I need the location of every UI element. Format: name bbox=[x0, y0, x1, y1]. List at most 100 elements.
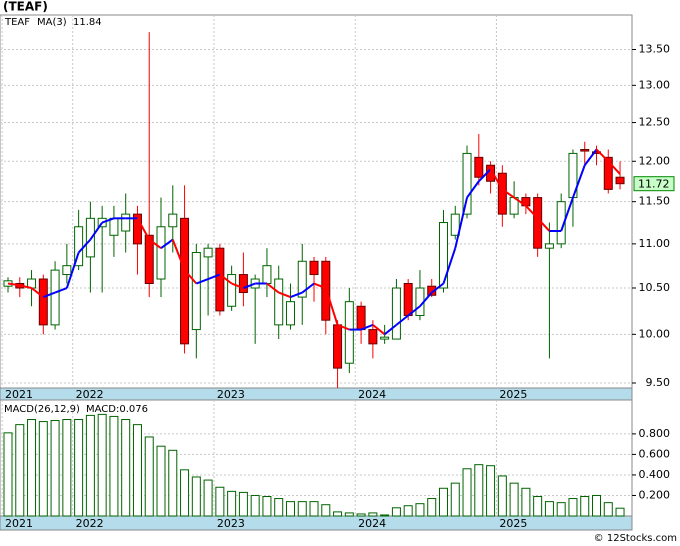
ma-line bbox=[313, 282, 327, 289]
ma-line bbox=[89, 221, 103, 241]
ma-line bbox=[301, 282, 315, 294]
candle-body bbox=[497, 172, 507, 215]
macd-bar bbox=[438, 487, 448, 517]
macd-bar bbox=[391, 507, 401, 517]
candle-body bbox=[168, 213, 178, 228]
y-tick-label: 11.50 bbox=[639, 195, 671, 208]
x-tick-label: 2022 bbox=[76, 517, 104, 530]
ma-line bbox=[442, 247, 457, 284]
candle-body bbox=[356, 305, 366, 331]
macd-bar bbox=[62, 419, 72, 517]
ma-line bbox=[183, 269, 198, 285]
macd-bar bbox=[3, 432, 13, 517]
macd-bar bbox=[250, 494, 260, 517]
y-tick-label: 9.50 bbox=[646, 376, 671, 389]
macd-bar bbox=[191, 476, 201, 517]
ma-line bbox=[148, 238, 162, 249]
candle-body bbox=[144, 234, 154, 285]
ma-line bbox=[42, 291, 56, 299]
candle-body bbox=[333, 324, 343, 369]
macd-bar bbox=[97, 413, 107, 517]
macd-bar bbox=[344, 512, 354, 517]
candle-body bbox=[50, 269, 60, 326]
y-tick-label: 11.00 bbox=[639, 237, 671, 250]
ma-line bbox=[595, 148, 609, 162]
candle-body bbox=[156, 226, 166, 280]
macd-bar bbox=[156, 445, 166, 517]
ma-line bbox=[583, 148, 598, 166]
macd-bar bbox=[568, 498, 578, 517]
macd-legend-value: MACD:0.076 bbox=[86, 404, 148, 415]
candle-body bbox=[380, 336, 390, 340]
candle-body bbox=[62, 265, 72, 276]
macd-bar bbox=[15, 424, 25, 517]
macd-bar bbox=[144, 436, 154, 517]
ma-line bbox=[101, 217, 115, 224]
macd-bar bbox=[544, 501, 554, 517]
candle-body bbox=[85, 217, 95, 258]
x-tick-label: 2025 bbox=[499, 388, 527, 401]
candle-body bbox=[603, 156, 613, 190]
ma-line bbox=[501, 188, 515, 199]
macd-bar bbox=[580, 495, 590, 517]
macd-bar bbox=[474, 464, 484, 517]
last-price-box bbox=[633, 176, 675, 192]
y-tick-label: 10.00 bbox=[639, 327, 671, 340]
macd-bar bbox=[427, 498, 437, 517]
macd-bar bbox=[486, 465, 496, 517]
macd-bar bbox=[85, 414, 95, 517]
candle-body bbox=[580, 149, 590, 152]
ma-line bbox=[489, 168, 504, 190]
ma-line bbox=[407, 305, 421, 317]
macd-bar bbox=[285, 501, 295, 517]
ma-line bbox=[171, 239, 186, 271]
ma-line bbox=[207, 273, 221, 280]
candle-body bbox=[391, 287, 401, 340]
y-tick-label: 0.600 bbox=[639, 447, 671, 460]
y-tick-label: 12.50 bbox=[639, 116, 671, 129]
ma-line bbox=[266, 282, 280, 294]
macd-bar bbox=[415, 503, 425, 517]
macd-bar bbox=[533, 495, 543, 517]
macd-bar bbox=[74, 419, 84, 517]
candle-body bbox=[215, 247, 225, 312]
candle-body bbox=[285, 301, 295, 326]
candle-body bbox=[38, 278, 48, 326]
legend-symbol: TEAF bbox=[4, 17, 30, 28]
macd-bar bbox=[238, 491, 248, 517]
ma-line bbox=[560, 197, 574, 232]
macd-bar bbox=[380, 514, 390, 517]
ma-line bbox=[290, 291, 303, 299]
x-tick-label: 2022 bbox=[76, 388, 104, 401]
macd-bar bbox=[462, 468, 472, 517]
y-tick-label: 10.50 bbox=[639, 281, 671, 294]
x-tick-label: 2025 bbox=[499, 517, 527, 530]
macd-bar bbox=[203, 479, 213, 517]
y-tick-label: 13.00 bbox=[639, 78, 671, 91]
macd-bar bbox=[215, 486, 225, 517]
macd-bar bbox=[509, 482, 519, 517]
macd-bar bbox=[321, 504, 331, 517]
macd-bar bbox=[403, 505, 413, 517]
macd-bar bbox=[450, 482, 460, 517]
macd-bar bbox=[38, 421, 48, 517]
ma-line bbox=[65, 252, 80, 289]
last-price-label: 11.72 bbox=[638, 178, 670, 191]
ma-line bbox=[372, 324, 386, 336]
ma-line bbox=[536, 217, 551, 232]
macd-bar bbox=[603, 502, 613, 517]
macd-bar bbox=[497, 475, 507, 517]
macd-bar bbox=[333, 511, 343, 517]
ma-line bbox=[337, 323, 350, 331]
ma-line bbox=[19, 284, 32, 289]
candle-body bbox=[180, 217, 190, 345]
candle-body bbox=[238, 274, 248, 294]
x-tick-label: 2023 bbox=[217, 517, 245, 530]
legend-ma-value: 11.84 bbox=[73, 17, 102, 28]
candle-body bbox=[368, 329, 378, 345]
ma-line bbox=[466, 180, 480, 199]
x-tick-label: 2021 bbox=[5, 517, 33, 530]
candle-body bbox=[427, 285, 437, 296]
candle-body bbox=[74, 226, 84, 267]
candle-body bbox=[615, 176, 625, 185]
